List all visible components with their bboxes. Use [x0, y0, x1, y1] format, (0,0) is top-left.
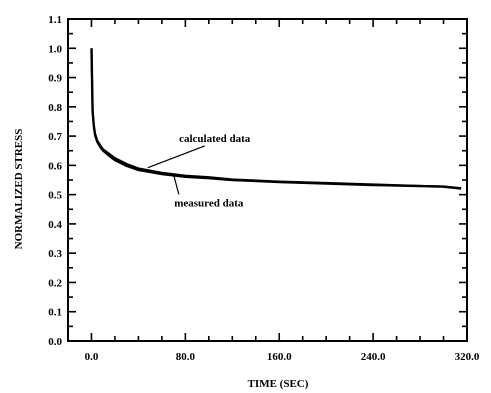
x-tick-labels: 0.0 80.0 160.0 240.0 320.0	[85, 351, 480, 363]
y-tick-label: 0.3	[48, 248, 62, 260]
y-tick-label: 0.6	[48, 160, 62, 172]
y-tick-label: 0.0	[48, 336, 62, 348]
x-tick-label: 320.0	[455, 351, 480, 363]
annotation-measured-pointer	[173, 174, 180, 195]
y-tick-label: 0.2	[48, 277, 62, 289]
series-line-measured	[90, 48, 462, 190]
y-tick-label: 0.9	[48, 73, 62, 85]
x-tick-label: 80.0	[176, 351, 196, 363]
y-tick-labels: 0.0 0.1 0.2 0.3 0.4 0.5 0.6 0.7 0.8 0.9 1.0 1.1	[48, 14, 62, 348]
y-tick-label: 0.5	[48, 190, 62, 202]
y-tick-label: 0.1	[48, 307, 62, 319]
series-line-calculated	[90, 48, 462, 190]
y-tick-label: 1.1	[48, 14, 62, 26]
x-tick-label: 160.0	[267, 351, 292, 363]
y-tick-label: 0.8	[48, 102, 62, 114]
y-tick-label: 1.0	[48, 43, 62, 55]
y-tick-label: 0.7	[48, 131, 62, 143]
x-axis-title: TIME (SEC)	[248, 378, 309, 390]
x-tick-label: 240.0	[361, 351, 386, 363]
annotation-calculated-pointer	[147, 145, 205, 169]
y-axis-title: NORMALIZED STRESS	[13, 129, 25, 250]
annotation-layer: calculated data measured data	[147, 133, 251, 209]
y-tick-label: 0.4	[48, 219, 62, 231]
series-layer	[90, 48, 462, 190]
tick-layer	[67, 18, 468, 342]
x-tick-label: 0.0	[85, 351, 99, 363]
annotation-measured-label: measured data	[174, 197, 244, 209]
annotation-calculated-label: calculated data	[179, 133, 251, 145]
